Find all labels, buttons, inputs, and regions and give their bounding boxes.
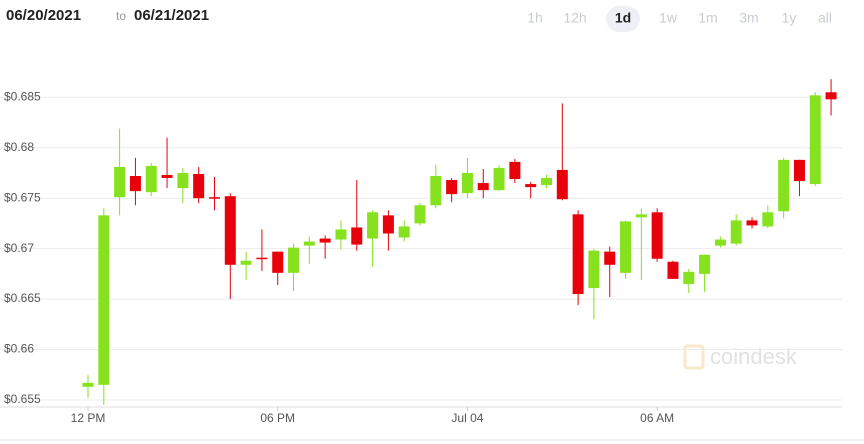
candle-body xyxy=(556,169,568,200)
range-button[interactable]: 3m xyxy=(739,10,758,26)
candle-body xyxy=(351,227,363,245)
range-button[interactable]: 1y xyxy=(782,10,797,26)
candle-body xyxy=(382,215,394,234)
candle-body xyxy=(129,176,141,192)
candle-body xyxy=(809,95,821,185)
x-tick-label: 06 PM xyxy=(260,411,295,425)
candle-body xyxy=(161,174,173,179)
candle-body xyxy=(572,214,584,295)
candle-body xyxy=(604,251,616,265)
watermark-text: coindesk xyxy=(710,344,798,369)
candle-body xyxy=(825,92,837,100)
candle-body xyxy=(82,382,94,387)
candle-body xyxy=(588,250,600,288)
candle-body xyxy=(635,214,647,218)
date-sep: to xyxy=(116,9,126,23)
candle-body xyxy=(288,247,300,273)
candle-body xyxy=(177,172,189,189)
range-button[interactable]: all xyxy=(818,10,832,26)
candle-body xyxy=(699,254,711,274)
candle-body xyxy=(762,212,774,227)
candle-body xyxy=(193,173,205,199)
x-tick-label: Jul 04 xyxy=(451,411,483,425)
y-tick-label: $0.675 xyxy=(4,190,41,204)
candle-body xyxy=(303,241,315,246)
y-tick-label: $0.655 xyxy=(4,392,41,406)
candle-body xyxy=(114,166,126,198)
watermark: coindesk xyxy=(683,344,798,370)
candle-body xyxy=(98,215,110,385)
candle-body xyxy=(746,220,758,226)
candle-body xyxy=(493,167,505,191)
candle-body xyxy=(256,257,268,260)
candle-body xyxy=(667,261,679,279)
date-until: 06/21/2021 xyxy=(134,7,209,24)
candle-body xyxy=(224,196,236,265)
range-button[interactable]: 1m xyxy=(698,10,717,26)
candle-body xyxy=(414,205,426,224)
range-button[interactable]: 12h xyxy=(563,10,586,26)
x-tick-label: 06 AM xyxy=(640,411,674,425)
candle-body xyxy=(367,212,379,239)
candle-body xyxy=(272,251,284,273)
y-tick-label: $0.685 xyxy=(4,89,41,103)
candle-body xyxy=(477,183,489,191)
candle-body xyxy=(509,161,521,180)
range-highlight xyxy=(606,6,640,32)
candle-body xyxy=(620,221,632,273)
candle-body xyxy=(208,197,220,199)
range-button[interactable]: 1d xyxy=(615,10,631,26)
date-from: 06/20/2021 xyxy=(6,7,81,24)
candle-body xyxy=(398,226,410,238)
range-button[interactable]: 1w xyxy=(659,10,678,26)
y-tick-label: $0.66 xyxy=(4,342,34,356)
candle-body xyxy=(319,238,331,243)
candle-body xyxy=(446,180,458,195)
y-tick-label: $0.665 xyxy=(4,291,41,305)
candle-body xyxy=(240,260,252,265)
candle-body xyxy=(335,229,347,240)
candle-body xyxy=(651,212,663,259)
candle-body xyxy=(730,220,742,244)
candle-body xyxy=(778,159,790,212)
y-tick-label: $0.68 xyxy=(4,140,34,154)
candle-body xyxy=(540,178,552,186)
candle-body xyxy=(145,165,157,193)
candle-body xyxy=(461,172,473,194)
candle-body xyxy=(793,159,805,182)
candle-body xyxy=(430,176,442,206)
range-button[interactable]: 1h xyxy=(527,10,543,26)
x-tick-label: 12 PM xyxy=(71,411,106,425)
y-tick-label: $0.67 xyxy=(4,241,34,255)
candle-body xyxy=(683,271,695,284)
candle-body xyxy=(525,184,537,188)
candle-body xyxy=(714,239,726,246)
